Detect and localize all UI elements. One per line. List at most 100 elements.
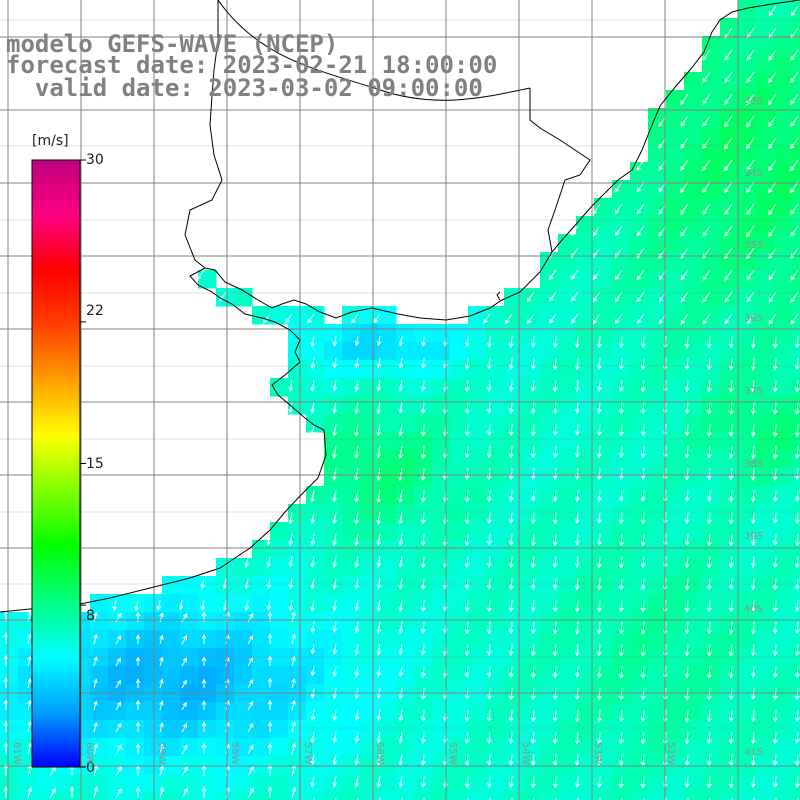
wind-arrow bbox=[267, 655, 273, 666]
wind-cell bbox=[126, 720, 145, 739]
wind-cell bbox=[666, 270, 685, 289]
wind-arrow bbox=[530, 423, 536, 437]
wind-arrow bbox=[354, 643, 360, 656]
wind-cell bbox=[756, 630, 775, 649]
wind-arrow bbox=[93, 678, 98, 689]
wind-cell bbox=[594, 288, 613, 307]
wind-cell bbox=[234, 774, 253, 793]
wind-arrow bbox=[332, 467, 337, 481]
wind-arrow bbox=[332, 731, 338, 744]
wind-arrow bbox=[570, 225, 579, 237]
wind-arrow bbox=[728, 731, 734, 745]
wind-arrow bbox=[552, 467, 558, 480]
wind-cell bbox=[738, 36, 757, 55]
wind-cell bbox=[288, 558, 307, 577]
wind-cell bbox=[576, 504, 595, 523]
wind-cell bbox=[216, 630, 235, 649]
wind-cell bbox=[648, 108, 667, 127]
wind-arrow bbox=[790, 137, 799, 150]
wind-arrow bbox=[508, 533, 514, 546]
colorbar-gradient bbox=[31, 159, 81, 768]
wind-cell bbox=[612, 702, 631, 721]
wind-cell bbox=[756, 378, 775, 397]
wind-arrow bbox=[267, 633, 273, 644]
wind-arrow bbox=[618, 621, 624, 635]
wind-cell bbox=[108, 612, 127, 631]
wind-cell bbox=[756, 162, 775, 181]
wind-cell bbox=[666, 378, 685, 397]
wind-arrow bbox=[464, 445, 470, 459]
wind-cell bbox=[720, 414, 739, 433]
wind-arrow bbox=[159, 656, 164, 667]
wind-arrow bbox=[354, 423, 359, 437]
wind-cell bbox=[792, 270, 800, 289]
wind-cell bbox=[504, 342, 523, 361]
wind-arrow bbox=[420, 511, 426, 525]
wind-cell bbox=[738, 0, 757, 19]
wind-cell bbox=[396, 576, 415, 595]
wind-arrow bbox=[790, 181, 799, 194]
wind-cell bbox=[774, 54, 793, 73]
wind-arrow bbox=[728, 709, 734, 723]
wind-cell bbox=[396, 774, 415, 793]
wind-cell bbox=[702, 792, 721, 800]
wind-arrow bbox=[27, 655, 32, 667]
wind-arrow bbox=[684, 467, 690, 481]
lat-label: 39S bbox=[744, 531, 764, 542]
wind-cell bbox=[306, 594, 325, 613]
wind-cell bbox=[234, 288, 253, 307]
wind-arrow bbox=[593, 269, 601, 280]
wind-cell bbox=[666, 252, 685, 271]
wind-cell bbox=[612, 450, 631, 469]
wind-arrow bbox=[508, 511, 514, 524]
wind-arrow bbox=[728, 335, 734, 349]
wind-cell bbox=[396, 666, 415, 685]
wind-arrow bbox=[768, 225, 777, 238]
wind-arrow bbox=[530, 533, 536, 547]
wind-arrow bbox=[288, 577, 294, 590]
wind-cell bbox=[648, 612, 667, 631]
wind-cell bbox=[306, 792, 325, 800]
wind-arrow bbox=[159, 700, 164, 711]
wind-cell bbox=[558, 792, 577, 800]
wind-cell bbox=[792, 774, 800, 793]
wind-arrow bbox=[288, 533, 293, 546]
wind-cell bbox=[684, 234, 703, 253]
wind-cell bbox=[468, 396, 487, 415]
wind-cell bbox=[216, 612, 235, 631]
wind-cell bbox=[324, 738, 343, 757]
wind-arrow bbox=[486, 357, 492, 370]
wind-cell bbox=[756, 198, 775, 217]
wind-cell bbox=[702, 162, 721, 181]
wind-cell bbox=[540, 774, 559, 793]
wind-cell bbox=[468, 702, 487, 721]
wind-arrow bbox=[115, 635, 122, 645]
wind-cell bbox=[774, 774, 793, 793]
wind-cell bbox=[126, 738, 145, 757]
wind-arrow bbox=[310, 665, 316, 677]
wind-arrow bbox=[464, 511, 470, 525]
lon-label: 59W bbox=[156, 742, 167, 765]
wind-cell bbox=[720, 666, 739, 685]
wind-cell bbox=[720, 36, 739, 55]
wind-cell bbox=[648, 288, 667, 307]
wind-cell bbox=[774, 594, 793, 613]
wind-cell bbox=[378, 792, 397, 800]
wind-cell bbox=[648, 396, 667, 415]
wind-cell bbox=[486, 522, 505, 541]
wind-cell bbox=[180, 756, 199, 775]
wind-cell bbox=[702, 216, 721, 235]
wind-cell bbox=[612, 414, 631, 433]
wind-arrow bbox=[486, 489, 492, 503]
wind-cell bbox=[792, 342, 800, 361]
wind-cell bbox=[270, 540, 289, 559]
wind-arrow bbox=[702, 203, 711, 216]
wind-arrow bbox=[530, 709, 536, 722]
wind-cell bbox=[702, 180, 721, 199]
wind-cell bbox=[738, 540, 757, 559]
wind-arrow bbox=[464, 643, 470, 657]
wind-cell bbox=[486, 756, 505, 775]
wind-cell bbox=[288, 360, 307, 379]
wind-cell bbox=[612, 342, 631, 361]
wind-cell bbox=[684, 774, 703, 793]
